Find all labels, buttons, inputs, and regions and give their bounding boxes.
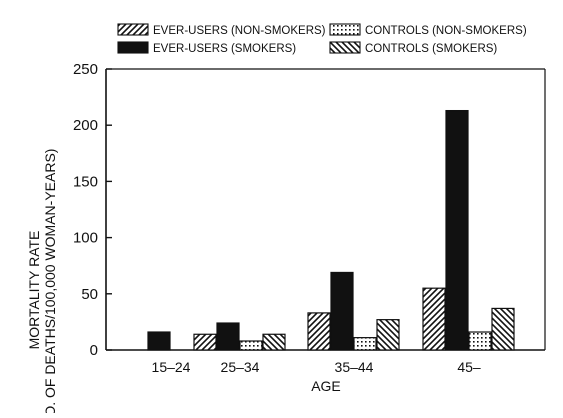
- legend-label-controls-smokers: CONTROLS (SMOKERS): [365, 43, 497, 55]
- legend: EVER-USERS (NON-SMOKERS) EVER-USERS (SMOK…: [117, 23, 527, 55]
- bar-controls-smokers-3: [376, 319, 400, 351]
- legend-swatch-controls-smokers: [329, 41, 361, 54]
- bar-controls-non-smokers-4: [468, 331, 492, 351]
- bar-controls-non-smokers-2: [239, 340, 263, 351]
- x-category-label: 45–: [457, 359, 481, 375]
- y-tick-label: 50: [81, 286, 98, 303]
- y-tick-label: 0: [90, 342, 98, 359]
- x-category-label: 25–34: [221, 359, 260, 375]
- bar-ever-users-smokers-2: [216, 322, 240, 351]
- bar-controls-smokers-2: [262, 333, 286, 351]
- bar-ever-users-smokers-3: [330, 271, 354, 351]
- legend-label-ever-users-non-smokers: EVER-USERS (NON-SMOKERS): [153, 25, 326, 37]
- axes: [105, 68, 546, 351]
- y-axis-title-line2: (NO. OF DEATHS/100,000 WOMAN-YEARS): [42, 149, 58, 413]
- bar-ever-users-smokers-4: [445, 109, 469, 351]
- bar-ever-users-non-smokers-3: [307, 312, 331, 351]
- y-tick-label: 100: [73, 230, 98, 247]
- x-axis-title: AGE: [311, 378, 341, 394]
- y-axis-title-line1: MORTALITY RATE: [26, 231, 42, 350]
- bar-ever-users-non-smokers-2: [193, 333, 217, 351]
- bar-ever-users-smokers-1: [147, 331, 171, 351]
- y-ticks: 0 50 100 150 200 250: [73, 61, 112, 359]
- x-categories: 15–24 25–34 35–44 45–: [152, 359, 481, 375]
- y-tick-label: 200: [73, 117, 98, 134]
- legend-swatch-ever-users-smokers: [117, 41, 149, 54]
- bar-controls-non-smokers-3: [353, 337, 377, 351]
- bar-ever-users-non-smokers-4: [422, 287, 446, 351]
- legend-label-ever-users-smokers: EVER-USERS (SMOKERS): [153, 43, 296, 55]
- legend-swatch-ever-users-non-smokers: [117, 23, 149, 36]
- bar-controls-smokers-4: [491, 307, 515, 351]
- x-category-label: 35–44: [335, 359, 374, 375]
- legend-label-controls-non-smokers: CONTROLS (NON-SMOKERS): [365, 25, 527, 37]
- legend-swatch-controls-non-smokers: [329, 23, 361, 36]
- y-tick-label: 150: [73, 173, 98, 190]
- bars: [147, 109, 515, 351]
- y-tick-label: 250: [73, 61, 98, 78]
- x-category-label: 15–24: [152, 359, 191, 375]
